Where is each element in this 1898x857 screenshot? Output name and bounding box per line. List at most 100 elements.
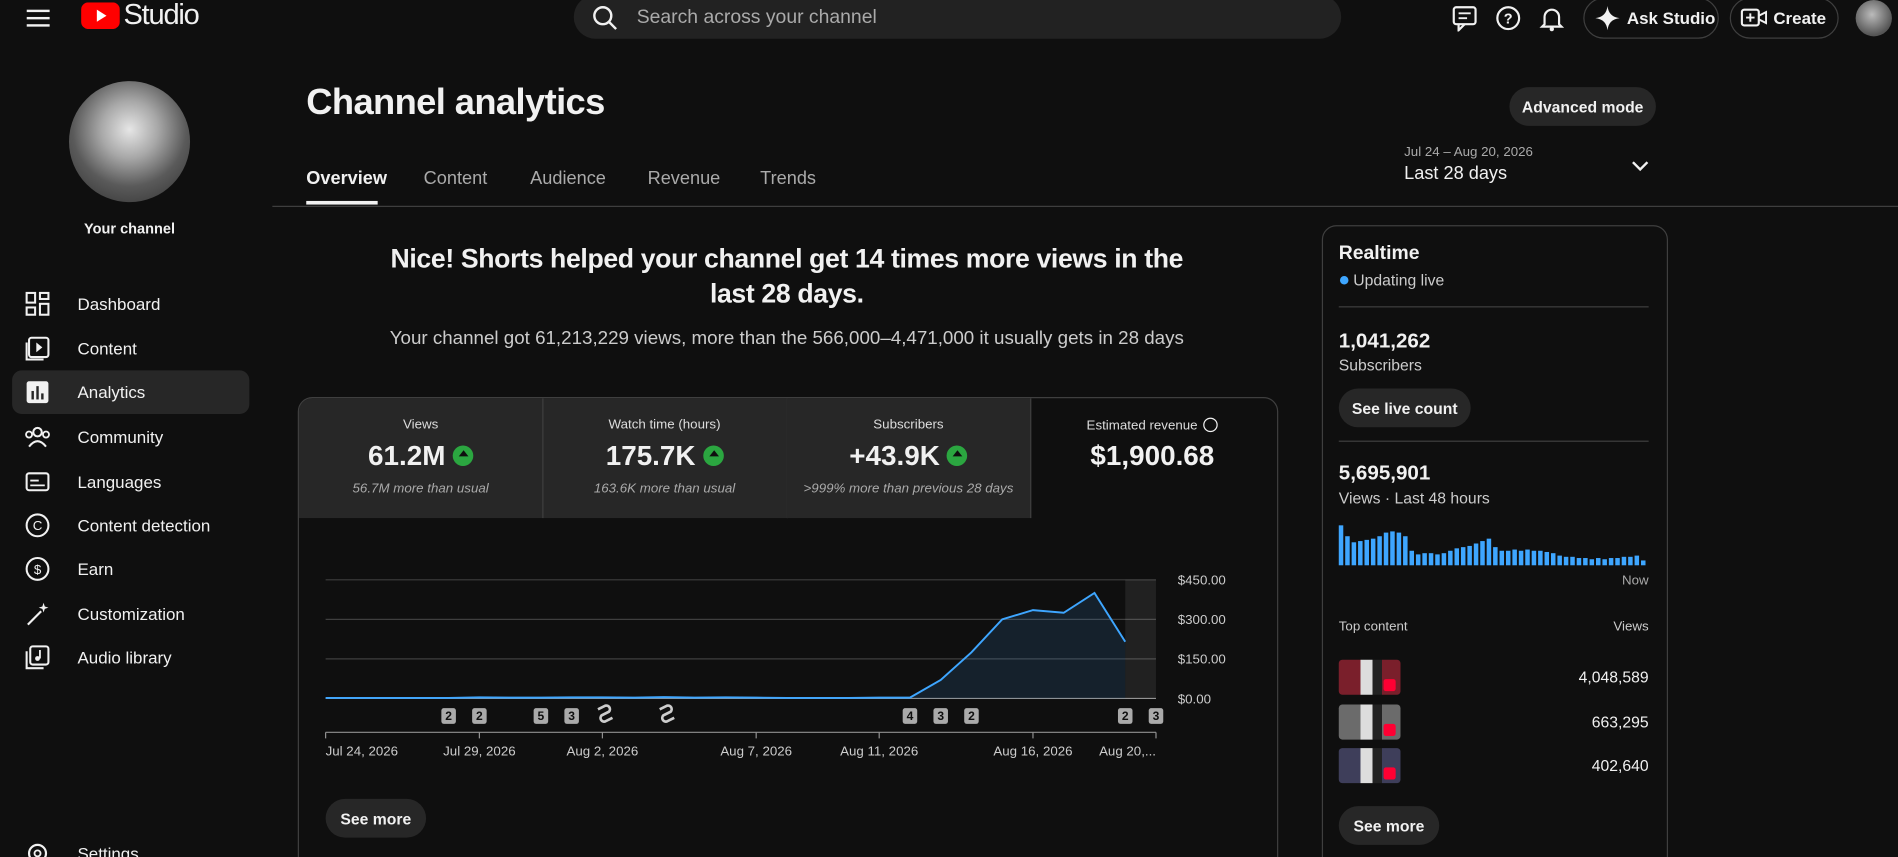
period[interactable]: Last 28 days (1404, 163, 1508, 184)
channel-label: Your channel (84, 220, 175, 238)
content-views: 4,048,589 (1578, 668, 1649, 687)
subscriber-label: Subscribers (1338, 355, 1422, 375)
views-count: 5,695,901 (1338, 461, 1431, 485)
nav-label: Content detection (77, 515, 211, 536)
metric-value: $1,900.68 (1031, 439, 1274, 472)
metric-tile[interactable]: Estimated revenue $1,900.68 (1031, 398, 1274, 518)
metric-value: +43.9K (787, 439, 1030, 472)
tab-underline (306, 200, 378, 205)
live-dot (1339, 275, 1349, 285)
content-views: 402,640 (1591, 756, 1649, 775)
shorts-badge (1383, 723, 1396, 736)
nav-icon (25, 645, 50, 670)
nav-item[interactable]: Content (12, 327, 249, 371)
nav-item[interactable]: Languages (12, 460, 249, 504)
metric-value-text: 175.7K (605, 439, 696, 471)
help-icon[interactable]: ? (1495, 5, 1522, 32)
menu-button[interactable] (26, 7, 51, 29)
clock-icon (1203, 417, 1219, 433)
nav-label: Languages (77, 472, 162, 492)
nav-icon (25, 336, 50, 361)
youtube-logo[interactable] (81, 2, 120, 30)
nav-item[interactable]: Customization (12, 592, 249, 636)
nav-icon: $ (25, 556, 50, 581)
period-dropdown[interactable] (1630, 159, 1649, 174)
divider (272, 205, 1898, 207)
metric-value-text: $1,900.68 (1090, 439, 1215, 471)
live-count-button[interactable]: See live count (1338, 388, 1471, 428)
top-content-column: Views (1613, 619, 1649, 635)
nav-icon (26, 381, 49, 404)
see-more-button[interactable]: See more (325, 798, 427, 838)
settings-label[interactable]: Settings (77, 843, 139, 857)
nav-label: Dashboard (77, 294, 161, 314)
nav-label: Analytics (77, 382, 146, 402)
see-more-button[interactable]: See more (1338, 806, 1440, 845)
ask-studio-label: Ask Studio (1626, 8, 1716, 28)
nav-item[interactable]: Audio library (12, 635, 249, 679)
account-avatar[interactable] (1855, 0, 1892, 37)
nav-label: Customization (77, 604, 185, 624)
nav-icon (25, 291, 50, 316)
advanced-mode-button[interactable]: Advanced mode (1509, 87, 1656, 126)
search-placeholder: Search across your channel (636, 7, 877, 28)
nav-icon (25, 426, 50, 448)
metric-tile[interactable]: Views 61.2M 56.7M more than usual (298, 398, 544, 519)
content-thumbnail[interactable] (1338, 748, 1401, 784)
nav-item[interactable]: Community (12, 415, 249, 459)
search-box[interactable] (573, 0, 1342, 39)
tab[interactable]: Content (423, 168, 488, 189)
divider (1338, 440, 1649, 442)
summary-detail: Your channel got 61,213,229 views, more … (389, 328, 1184, 349)
metric-note: 56.7M more than usual (352, 481, 489, 497)
nav-item[interactable]: Dashboard (12, 282, 249, 326)
sparkle-icon (1595, 6, 1620, 31)
content-thumbnail[interactable] (1338, 659, 1401, 695)
date-range: Jul 24 – Aug 20, 2026 (1404, 145, 1533, 160)
tab[interactable]: Trends (760, 168, 817, 189)
content-thumbnail[interactable] (1338, 703, 1401, 739)
tab[interactable]: Overview (306, 168, 388, 189)
nav-item[interactable]: $ Earn (12, 547, 249, 591)
page-title: Channel analytics (306, 82, 605, 123)
metric-value: 175.7K (543, 439, 786, 472)
nav-item[interactable]: C Content detection (12, 504, 249, 548)
tab[interactable]: Revenue (647, 168, 721, 189)
nav-label: Community (77, 427, 164, 447)
svg-text:C: C (33, 518, 43, 533)
tab[interactable]: Audience (530, 168, 606, 189)
metric-value-text: 61.2M (368, 439, 446, 471)
realtime-status: Updating live (1353, 271, 1445, 290)
metric-value-text: +43.9K (849, 439, 940, 471)
nav-label: Earn (77, 559, 114, 579)
metric-value: 61.2M (299, 439, 542, 472)
logo-text: Studio (123, 0, 199, 32)
nav-item[interactable]: Analytics (12, 370, 250, 414)
ask-studio-button[interactable] (1583, 0, 1719, 39)
create-button[interactable] (1729, 0, 1839, 39)
views-label: Views · Last 48 hours (1338, 489, 1490, 508)
channel-avatar[interactable] (68, 81, 191, 203)
trend-up-icon (947, 445, 968, 467)
metric-tile[interactable]: Watch time (hours) 175.7K 163.6K more than… (542, 398, 788, 519)
nav-icon (25, 472, 50, 492)
realtime-panel (1321, 225, 1669, 857)
notifications-icon[interactable] (1538, 5, 1565, 32)
metric-note: 163.6K more than usual (593, 481, 736, 497)
content-views: 663,295 (1591, 712, 1649, 731)
create-label: Create (1773, 8, 1827, 28)
trend-up-icon (452, 445, 474, 467)
nav-icon (27, 602, 49, 626)
metric-label: Subscribers (873, 417, 944, 433)
metric-tile[interactable]: Subscribers +43.9K >999% more than previou… (786, 398, 1032, 519)
metric-label: Watch time (hours) (608, 417, 721, 433)
settings-icon (27, 843, 48, 857)
metric-note: >999% more than previous 28 days (803, 481, 1014, 497)
feedback-icon[interactable] (1451, 5, 1478, 32)
search-icon (593, 6, 617, 30)
bar-axis-label: Now (1621, 573, 1649, 589)
metric-label: Views (402, 417, 439, 433)
